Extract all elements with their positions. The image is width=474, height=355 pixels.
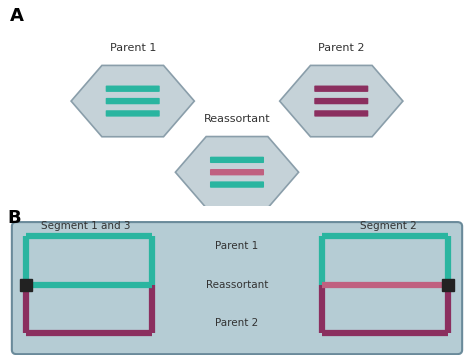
Text: Segment 1 and 3: Segment 1 and 3: [41, 221, 130, 231]
Text: Parent 2: Parent 2: [215, 318, 259, 328]
Polygon shape: [71, 65, 194, 137]
Text: B: B: [7, 209, 21, 227]
FancyBboxPatch shape: [12, 222, 462, 354]
FancyBboxPatch shape: [210, 181, 264, 188]
FancyBboxPatch shape: [106, 110, 160, 116]
Text: Reassortant: Reassortant: [206, 280, 268, 290]
Text: Parent 1: Parent 1: [215, 241, 259, 251]
FancyBboxPatch shape: [210, 157, 264, 163]
FancyBboxPatch shape: [210, 169, 264, 175]
Polygon shape: [280, 65, 403, 137]
Text: Segment 2: Segment 2: [360, 221, 417, 231]
Text: Reassortant: Reassortant: [204, 114, 270, 124]
Text: A: A: [9, 7, 23, 26]
Polygon shape: [175, 137, 299, 208]
Text: Parent 1: Parent 1: [109, 43, 156, 53]
FancyBboxPatch shape: [106, 98, 160, 104]
FancyBboxPatch shape: [314, 98, 368, 104]
FancyBboxPatch shape: [314, 110, 368, 116]
FancyBboxPatch shape: [314, 86, 368, 92]
FancyBboxPatch shape: [106, 86, 160, 92]
Text: Parent 2: Parent 2: [318, 43, 365, 53]
